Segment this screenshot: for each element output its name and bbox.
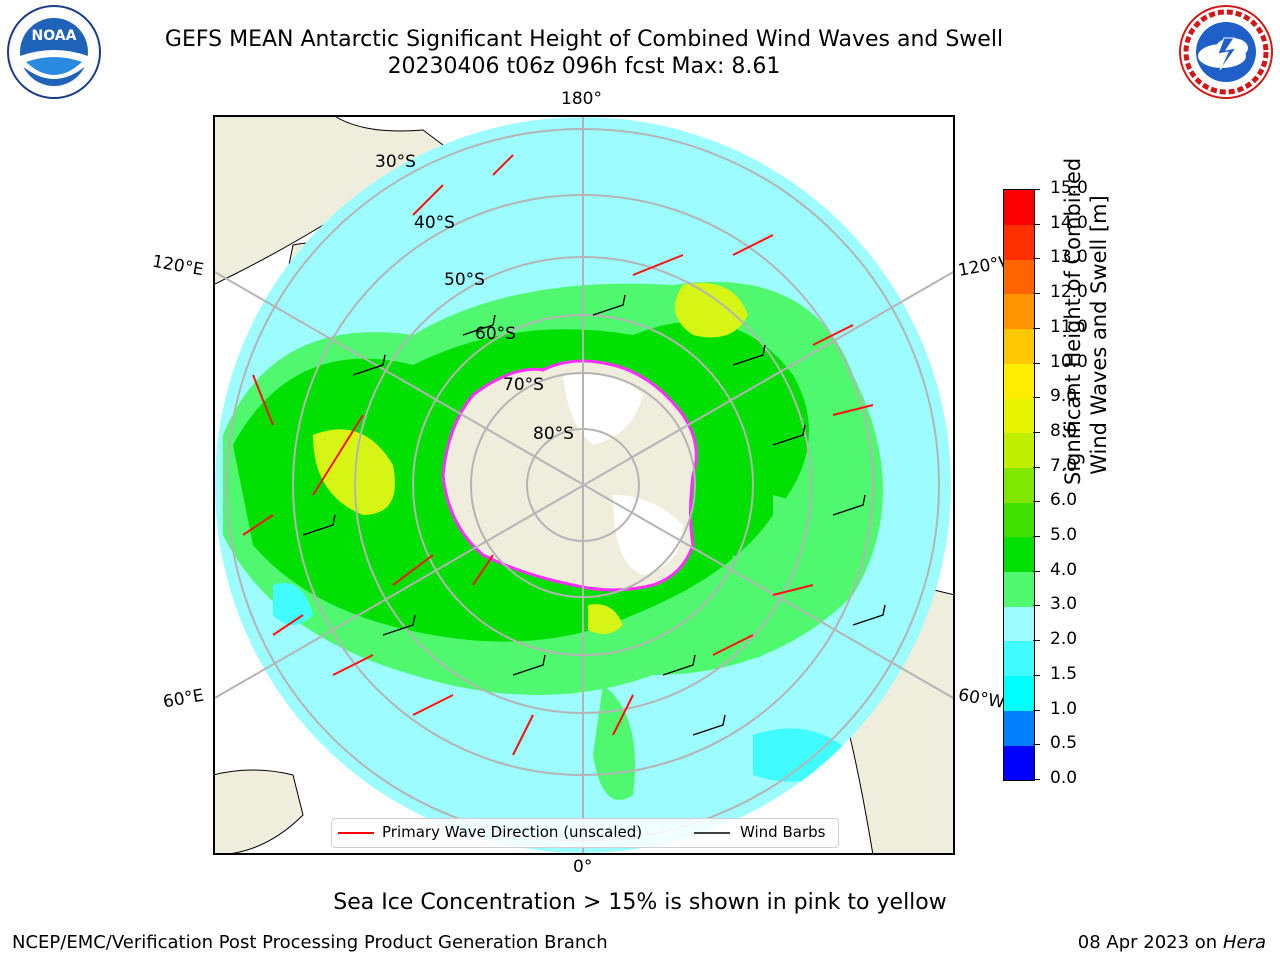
colorbar-ticks: 0.0 0.5 1.0 1.5 2.0 3.0 4.0 5.0 6.0 7.0 8.0 9.0 10.0… [1033,178,1096,788]
colorbar-segment [1004,467,1034,503]
lon-label-120e: 120°E [150,251,206,281]
colorbar-segment [1004,190,1034,225]
footer-credit: NCEP/EMC/Verification Post Processing Pr… [12,932,608,953]
lat-label-70s: 70°S [503,375,544,395]
footer-date-text: 08 Apr 2023 on [1077,932,1223,953]
colorbar-tick-label: 13.0 [1050,247,1088,268]
chart-title: GEFS MEAN Antarctic Significant Height o… [164,27,1004,52]
map-legend: Primary Wave Direction (unscaled) Wind B… [331,818,839,848]
colorbar-segment [1004,745,1034,781]
lat-label-60s: 60°S [475,324,516,344]
colorbar-segment [1004,432,1034,468]
chart-subtitle: 20230406 t06z 096h fcst Max: 8.61 [387,54,781,79]
colorbar-title: Significant Height of Combined Wind Wave… [1060,157,1112,485]
land-africa [213,769,304,855]
colorbar-segment [1004,502,1034,538]
colorbar-segment [1004,675,1034,711]
colorbar-tick-label: 12.0 [1050,282,1088,303]
wind-barbs-legend-label: Wind Barbs [740,823,826,841]
colorbar-tick-mark [1033,709,1040,711]
lat-label-30s: 30°S [375,152,416,172]
antarctic-wave-map [213,115,955,855]
colorbar-tick-mark [1033,431,1040,433]
lon-label-180: 180° [561,89,602,109]
colorbar-tick-mark [1033,536,1040,538]
lat-label-40s: 40°S [414,213,455,233]
colorbar [1003,189,1035,781]
colorbar-segment [1004,259,1034,295]
colorbar-segment [1004,606,1034,642]
colorbar-title-line1: Significant Height of Combined [1061,157,1085,485]
colorbar-tick-mark [1033,397,1040,399]
primary-wave-legend-swatch [338,832,374,834]
colorbar-title-line2: Wind Waves and Swell [m] [1087,195,1111,475]
colorbar-segment [1004,710,1034,746]
colorbar-tick-label: 0.0 [1050,768,1078,788]
colorbar-tick-label: 1.5 [1050,663,1078,684]
colorbar-tick-label: 10.0 [1050,351,1088,372]
colorbar-segment [1004,398,1034,434]
colorbar-tick-mark [1033,605,1040,607]
colorbar-tick-label: 6.0 [1050,490,1078,511]
colorbar-segment [1004,363,1034,399]
noaa-logo-icon: NOAA [7,5,101,99]
colorbar-tick-mark [1033,779,1040,780]
wave-direction-arrows [242,154,874,756]
colorbar-tick-mark [1033,501,1040,503]
colorbar-segment [1004,328,1034,364]
colorbar-tick-label: 1.0 [1050,698,1078,719]
colorbar-tick-mark [1033,189,1040,190]
colorbar-tick-label: 15.0 [1050,178,1088,198]
nws-logo-icon [1179,5,1273,99]
colorbar-tick-label: 9.0 [1050,386,1078,407]
colorbar-tick-mark [1033,327,1040,329]
colorbar-tick-mark [1033,674,1040,676]
colorbar-tick-mark [1033,258,1040,260]
wind-barbs-legend-swatch [694,832,730,834]
wind-barbs [302,294,886,736]
colorbar-segment [1004,224,1034,260]
colorbar-segment [1004,294,1034,330]
sea-ice-note: Sea Ice Concentration > 15% is shown in … [333,890,947,915]
lon-label-60e: 60°E [161,685,206,713]
colorbar-tick-mark [1033,744,1040,746]
map-frame [213,115,955,855]
colorbar-tick-label: 7.0 [1050,455,1078,476]
lat-label-80s: 80°S [533,424,574,444]
lon-label-0: 0° [573,857,593,877]
colorbar-segment [1004,537,1034,573]
colorbar-tick-mark [1033,293,1040,295]
colorbar-segment [1004,571,1034,607]
footer-date: 08 Apr 2023 on Hera [1078,932,1266,953]
wave-peak-pacific [675,283,748,338]
colorbar-tick-label: 14.0 [1050,212,1088,233]
footer-host: Hera [1222,932,1266,953]
lon-label-60w: 60°W [956,685,1007,713]
colorbar-tick-mark [1033,466,1040,468]
colorbar-tick-label: 3.0 [1050,594,1078,615]
colorbar-tick-label: 5.0 [1050,525,1078,546]
wave-peak-atlantic [588,604,623,634]
lat-label-50s: 50°S [444,270,485,290]
colorbar-tick-label: 11.0 [1050,316,1088,337]
colorbar-tick-label: 0.5 [1050,733,1078,754]
colorbar-tick-mark [1033,223,1040,225]
colorbar-tick-mark [1033,362,1040,364]
colorbar-tick-label: 8.0 [1050,420,1078,441]
primary-wave-legend-label: Primary Wave Direction (unscaled) [382,823,643,841]
colorbar-segment [1004,641,1034,677]
wave-peak-west [313,429,395,515]
colorbar-tick-mark [1033,640,1040,642]
colorbar-tick-label: 4.0 [1050,559,1078,580]
noaa-logo-text: NOAA [32,28,77,44]
colorbar-tick-mark [1033,570,1040,572]
colorbar-tick-label: 2.0 [1050,629,1078,650]
